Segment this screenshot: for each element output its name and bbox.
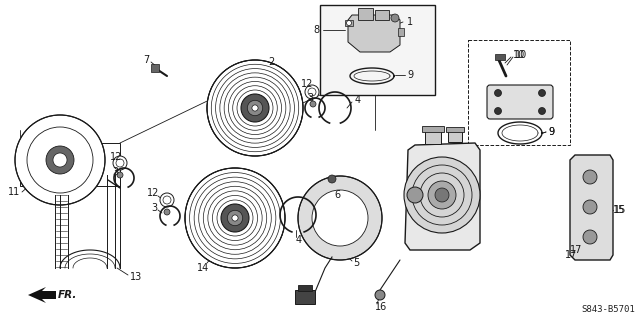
Text: 7: 7 — [143, 55, 149, 65]
Circle shape — [538, 108, 545, 115]
Text: S843-B5701: S843-B5701 — [581, 305, 635, 314]
Text: 15: 15 — [614, 205, 627, 215]
Text: 3: 3 — [112, 167, 118, 177]
Circle shape — [404, 157, 480, 233]
Text: 9: 9 — [548, 127, 554, 137]
Bar — [495, 54, 505, 60]
Text: 3: 3 — [307, 93, 313, 103]
Circle shape — [312, 190, 368, 246]
Circle shape — [495, 108, 502, 115]
FancyBboxPatch shape — [487, 85, 553, 119]
Circle shape — [247, 100, 262, 116]
Bar — [448, 130, 462, 142]
Circle shape — [185, 168, 285, 268]
Circle shape — [407, 187, 423, 203]
Text: 2: 2 — [268, 57, 275, 67]
Circle shape — [113, 156, 127, 170]
Text: 17: 17 — [570, 245, 582, 255]
Polygon shape — [348, 15, 400, 52]
Polygon shape — [405, 143, 480, 250]
Bar — [425, 130, 441, 144]
Text: 17: 17 — [565, 250, 577, 260]
Circle shape — [53, 153, 67, 167]
Text: 5: 5 — [353, 258, 359, 268]
Text: 15: 15 — [613, 205, 625, 215]
Circle shape — [346, 20, 351, 26]
Text: 1: 1 — [407, 17, 413, 27]
Bar — [468, 40, 570, 145]
Circle shape — [117, 172, 123, 178]
Circle shape — [495, 90, 502, 97]
Bar — [422, 126, 444, 132]
Polygon shape — [28, 287, 56, 303]
Bar — [320, 5, 435, 95]
Text: 12: 12 — [110, 152, 122, 162]
Bar — [345, 20, 353, 26]
Text: FR.: FR. — [58, 290, 77, 300]
Text: 11: 11 — [8, 187, 20, 197]
Text: 9: 9 — [548, 127, 554, 137]
Text: 12: 12 — [147, 188, 159, 198]
Bar — [446, 127, 464, 132]
Circle shape — [435, 188, 449, 202]
Text: 3: 3 — [151, 203, 157, 213]
Circle shape — [428, 181, 456, 209]
Bar — [398, 28, 404, 36]
Text: 8: 8 — [314, 25, 320, 35]
Circle shape — [15, 115, 105, 205]
Circle shape — [164, 209, 170, 215]
Circle shape — [538, 90, 545, 97]
Circle shape — [583, 200, 597, 214]
Text: 14: 14 — [197, 263, 209, 273]
Circle shape — [305, 85, 319, 99]
Circle shape — [46, 146, 74, 174]
Circle shape — [328, 175, 336, 183]
Circle shape — [207, 60, 303, 156]
Bar — [375, 10, 389, 20]
Bar — [151, 64, 159, 72]
Circle shape — [391, 14, 399, 22]
Circle shape — [227, 210, 243, 226]
Bar — [20, 143, 120, 186]
Circle shape — [241, 94, 269, 122]
Text: 4: 4 — [355, 95, 361, 105]
Bar — [358, 8, 373, 20]
Circle shape — [583, 230, 597, 244]
Text: 10: 10 — [515, 50, 527, 60]
Circle shape — [583, 170, 597, 184]
Circle shape — [375, 290, 385, 300]
Circle shape — [221, 204, 249, 232]
Text: 13: 13 — [130, 272, 142, 282]
Circle shape — [252, 105, 258, 111]
Circle shape — [232, 215, 238, 221]
Text: 9: 9 — [407, 70, 413, 80]
Text: 10: 10 — [513, 50, 525, 60]
Circle shape — [310, 101, 316, 107]
Circle shape — [160, 193, 174, 207]
Text: 16: 16 — [375, 302, 387, 312]
Text: 12: 12 — [301, 79, 314, 89]
Bar — [298, 285, 312, 291]
Text: 6: 6 — [334, 190, 340, 200]
Polygon shape — [570, 155, 613, 260]
Text: 4: 4 — [296, 235, 302, 245]
Bar — [295, 290, 315, 304]
Circle shape — [298, 176, 382, 260]
